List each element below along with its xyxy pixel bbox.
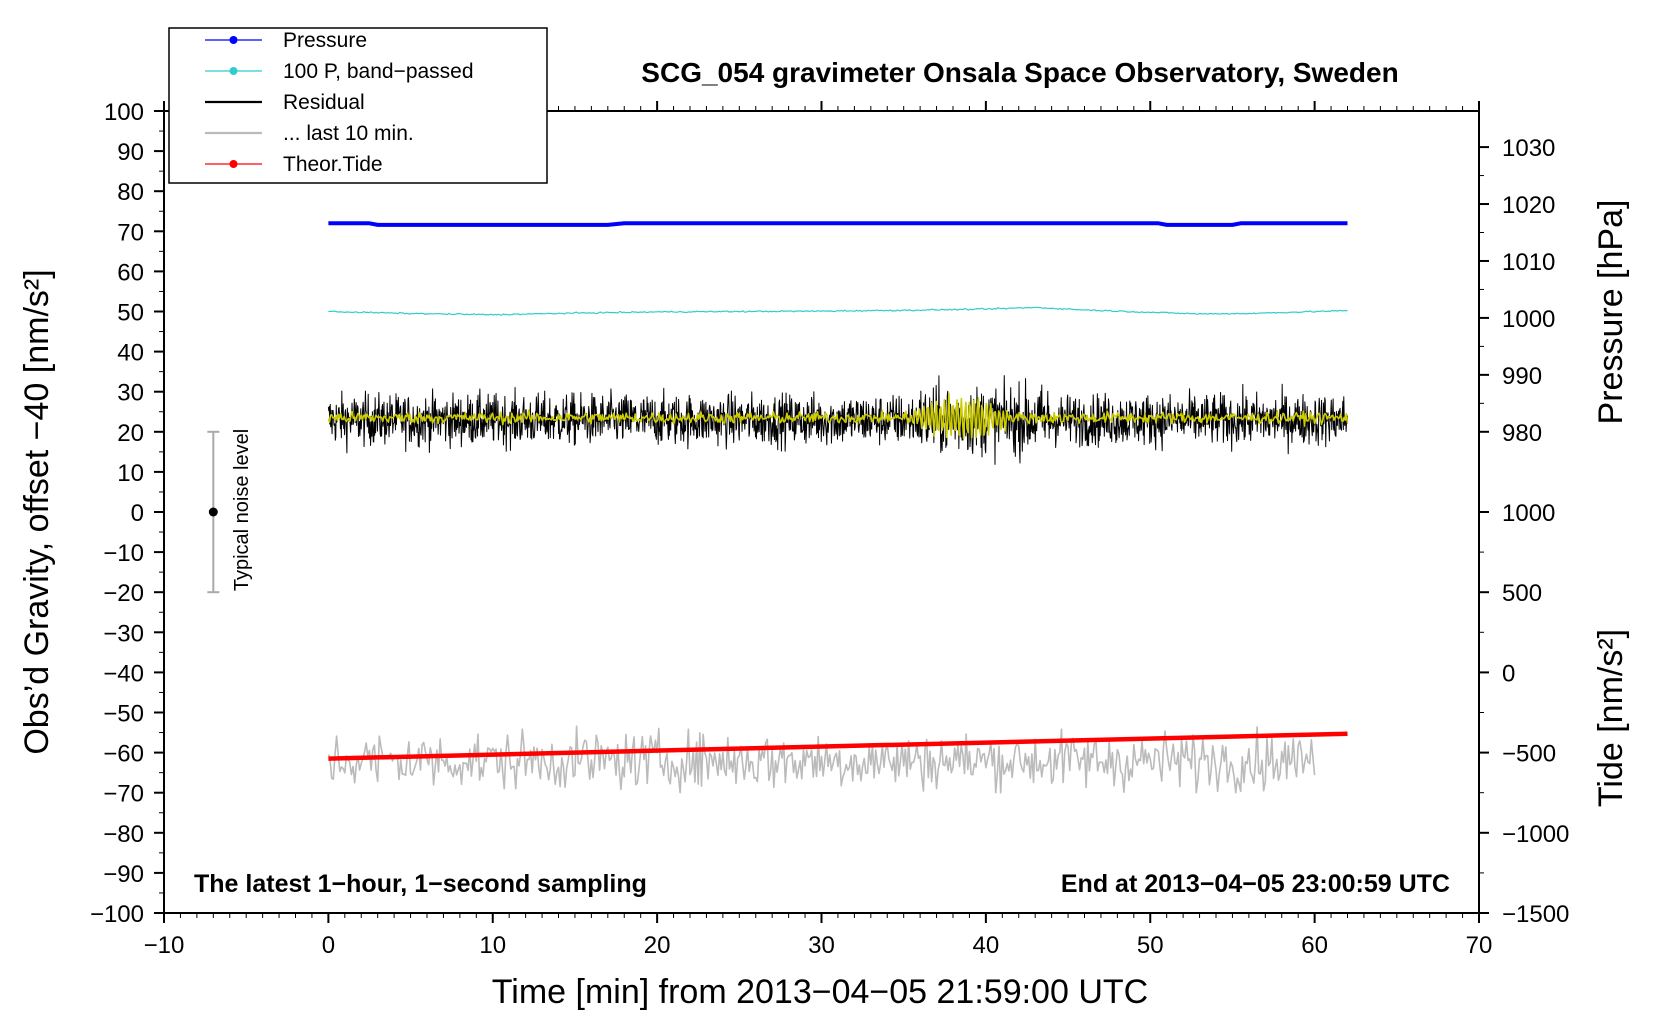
y-tick-label: 0 <box>131 500 144 527</box>
noise-bar-center-dot <box>208 507 218 517</box>
pressure-tick-label: 1010 <box>1502 249 1555 276</box>
x-tick-label: 20 <box>644 932 671 959</box>
y-tick-label: 60 <box>117 259 144 286</box>
noise-level-label: Typical noise level <box>231 429 253 591</box>
y-tick-label: 20 <box>117 420 144 447</box>
legend-label: ... last 10 min. <box>283 122 414 145</box>
y-tick-label: 40 <box>117 340 144 367</box>
legend-marker <box>229 67 238 75</box>
plot-frame <box>163 110 1480 914</box>
y-tick-label: −40 <box>103 660 144 687</box>
pressure-line <box>328 221 1348 227</box>
x-tick-label: 10 <box>479 932 506 959</box>
plot-area <box>163 110 1480 914</box>
y-tick-label: −50 <box>103 701 144 728</box>
y-tick-label: −30 <box>103 620 144 647</box>
tide-tick-label: 500 <box>1502 580 1542 607</box>
x-tick-label: 50 <box>1137 932 1164 959</box>
legend-label: Residual <box>283 91 365 114</box>
y-tick-label: 50 <box>117 300 144 327</box>
y-tick-label: −80 <box>103 821 144 848</box>
y-axis-title-left: Obs’d Gravity, offset −40 [nm/s²] <box>18 269 56 754</box>
y-tick-label: 100 <box>104 99 144 126</box>
legend-marker <box>229 160 238 168</box>
pressure-tick-label: 990 <box>1502 363 1542 390</box>
tide-tick-label: −500 <box>1502 741 1556 768</box>
data-layer <box>327 221 1349 794</box>
pressure-tick-label: 1000 <box>1502 306 1555 333</box>
pressure-tick-label: 1030 <box>1502 135 1555 162</box>
legend-items: Pressure 100 P, band−passed Residual ... la… <box>205 29 474 176</box>
x-tick-label: 0 <box>322 932 335 959</box>
axes-layer: −10 0 10 20 30 40 50 60 701009080706050403020100… <box>90 99 1569 959</box>
y-tick-label: 10 <box>117 460 144 487</box>
pressure-bandpassed-line <box>328 306 1348 316</box>
legend-box <box>168 27 548 184</box>
x-tick-label: 70 <box>1466 932 1493 959</box>
legend: Pressure 100 P, band−passed Residual ... la… <box>168 27 548 184</box>
y-tick-label: −20 <box>103 580 144 607</box>
last-10-min-line <box>327 725 1316 794</box>
y-axis-title-tide: Tide [nm/s²] <box>1592 629 1630 807</box>
x-tick-label: 60 <box>1301 932 1328 959</box>
legend-label: Theor.Tide <box>283 153 383 176</box>
tide-tick-label: 1000 <box>1502 500 1555 527</box>
annotation-end-time: End at 2013−04−05 23:00:59 UTC <box>1061 870 1450 898</box>
chart-title: SCG_054 gravimeter Onsala Space Observat… <box>641 57 1398 88</box>
residual-smoothed-line <box>327 392 1349 440</box>
pressure-tick-label: 980 <box>1502 420 1542 447</box>
y-tick-label: −90 <box>103 861 144 888</box>
legend-label: 100 P, band−passed <box>283 60 474 83</box>
x-tick-label: 40 <box>973 932 1000 959</box>
legend-marker <box>229 36 238 44</box>
y-tick-label: 70 <box>117 219 144 246</box>
x-axis-title: Time [min] from 2013−04−05 21:59:00 UTC <box>492 973 1148 1011</box>
y-axis-title-pressure: Pressure [hPa] <box>1592 200 1630 425</box>
tide-tick-label: −1500 <box>1502 901 1569 928</box>
noise-level-bar: Typical noise level <box>207 429 253 594</box>
y-tick-label: 30 <box>117 380 144 407</box>
x-tick-label: 30 <box>808 932 835 959</box>
x-tick-label: −10 <box>144 932 185 959</box>
y-tick-label: −100 <box>90 901 144 928</box>
y-tick-label: 90 <box>117 139 144 166</box>
y-tick-label: 80 <box>117 179 144 206</box>
pressure-tick-label: 1020 <box>1502 192 1555 219</box>
legend-label: Pressure <box>283 29 367 52</box>
tide-tick-label: −1000 <box>1502 821 1569 848</box>
tide-tick-label: 0 <box>1502 660 1515 687</box>
theoretical-tide-line <box>328 731 1348 761</box>
y-tick-label: −70 <box>103 781 144 808</box>
annotation-sampling: The latest 1−hour, 1−second sampling <box>194 870 647 898</box>
residual-line <box>327 375 1348 465</box>
y-tick-label: −10 <box>103 540 144 567</box>
y-tick-label: −60 <box>103 741 144 768</box>
